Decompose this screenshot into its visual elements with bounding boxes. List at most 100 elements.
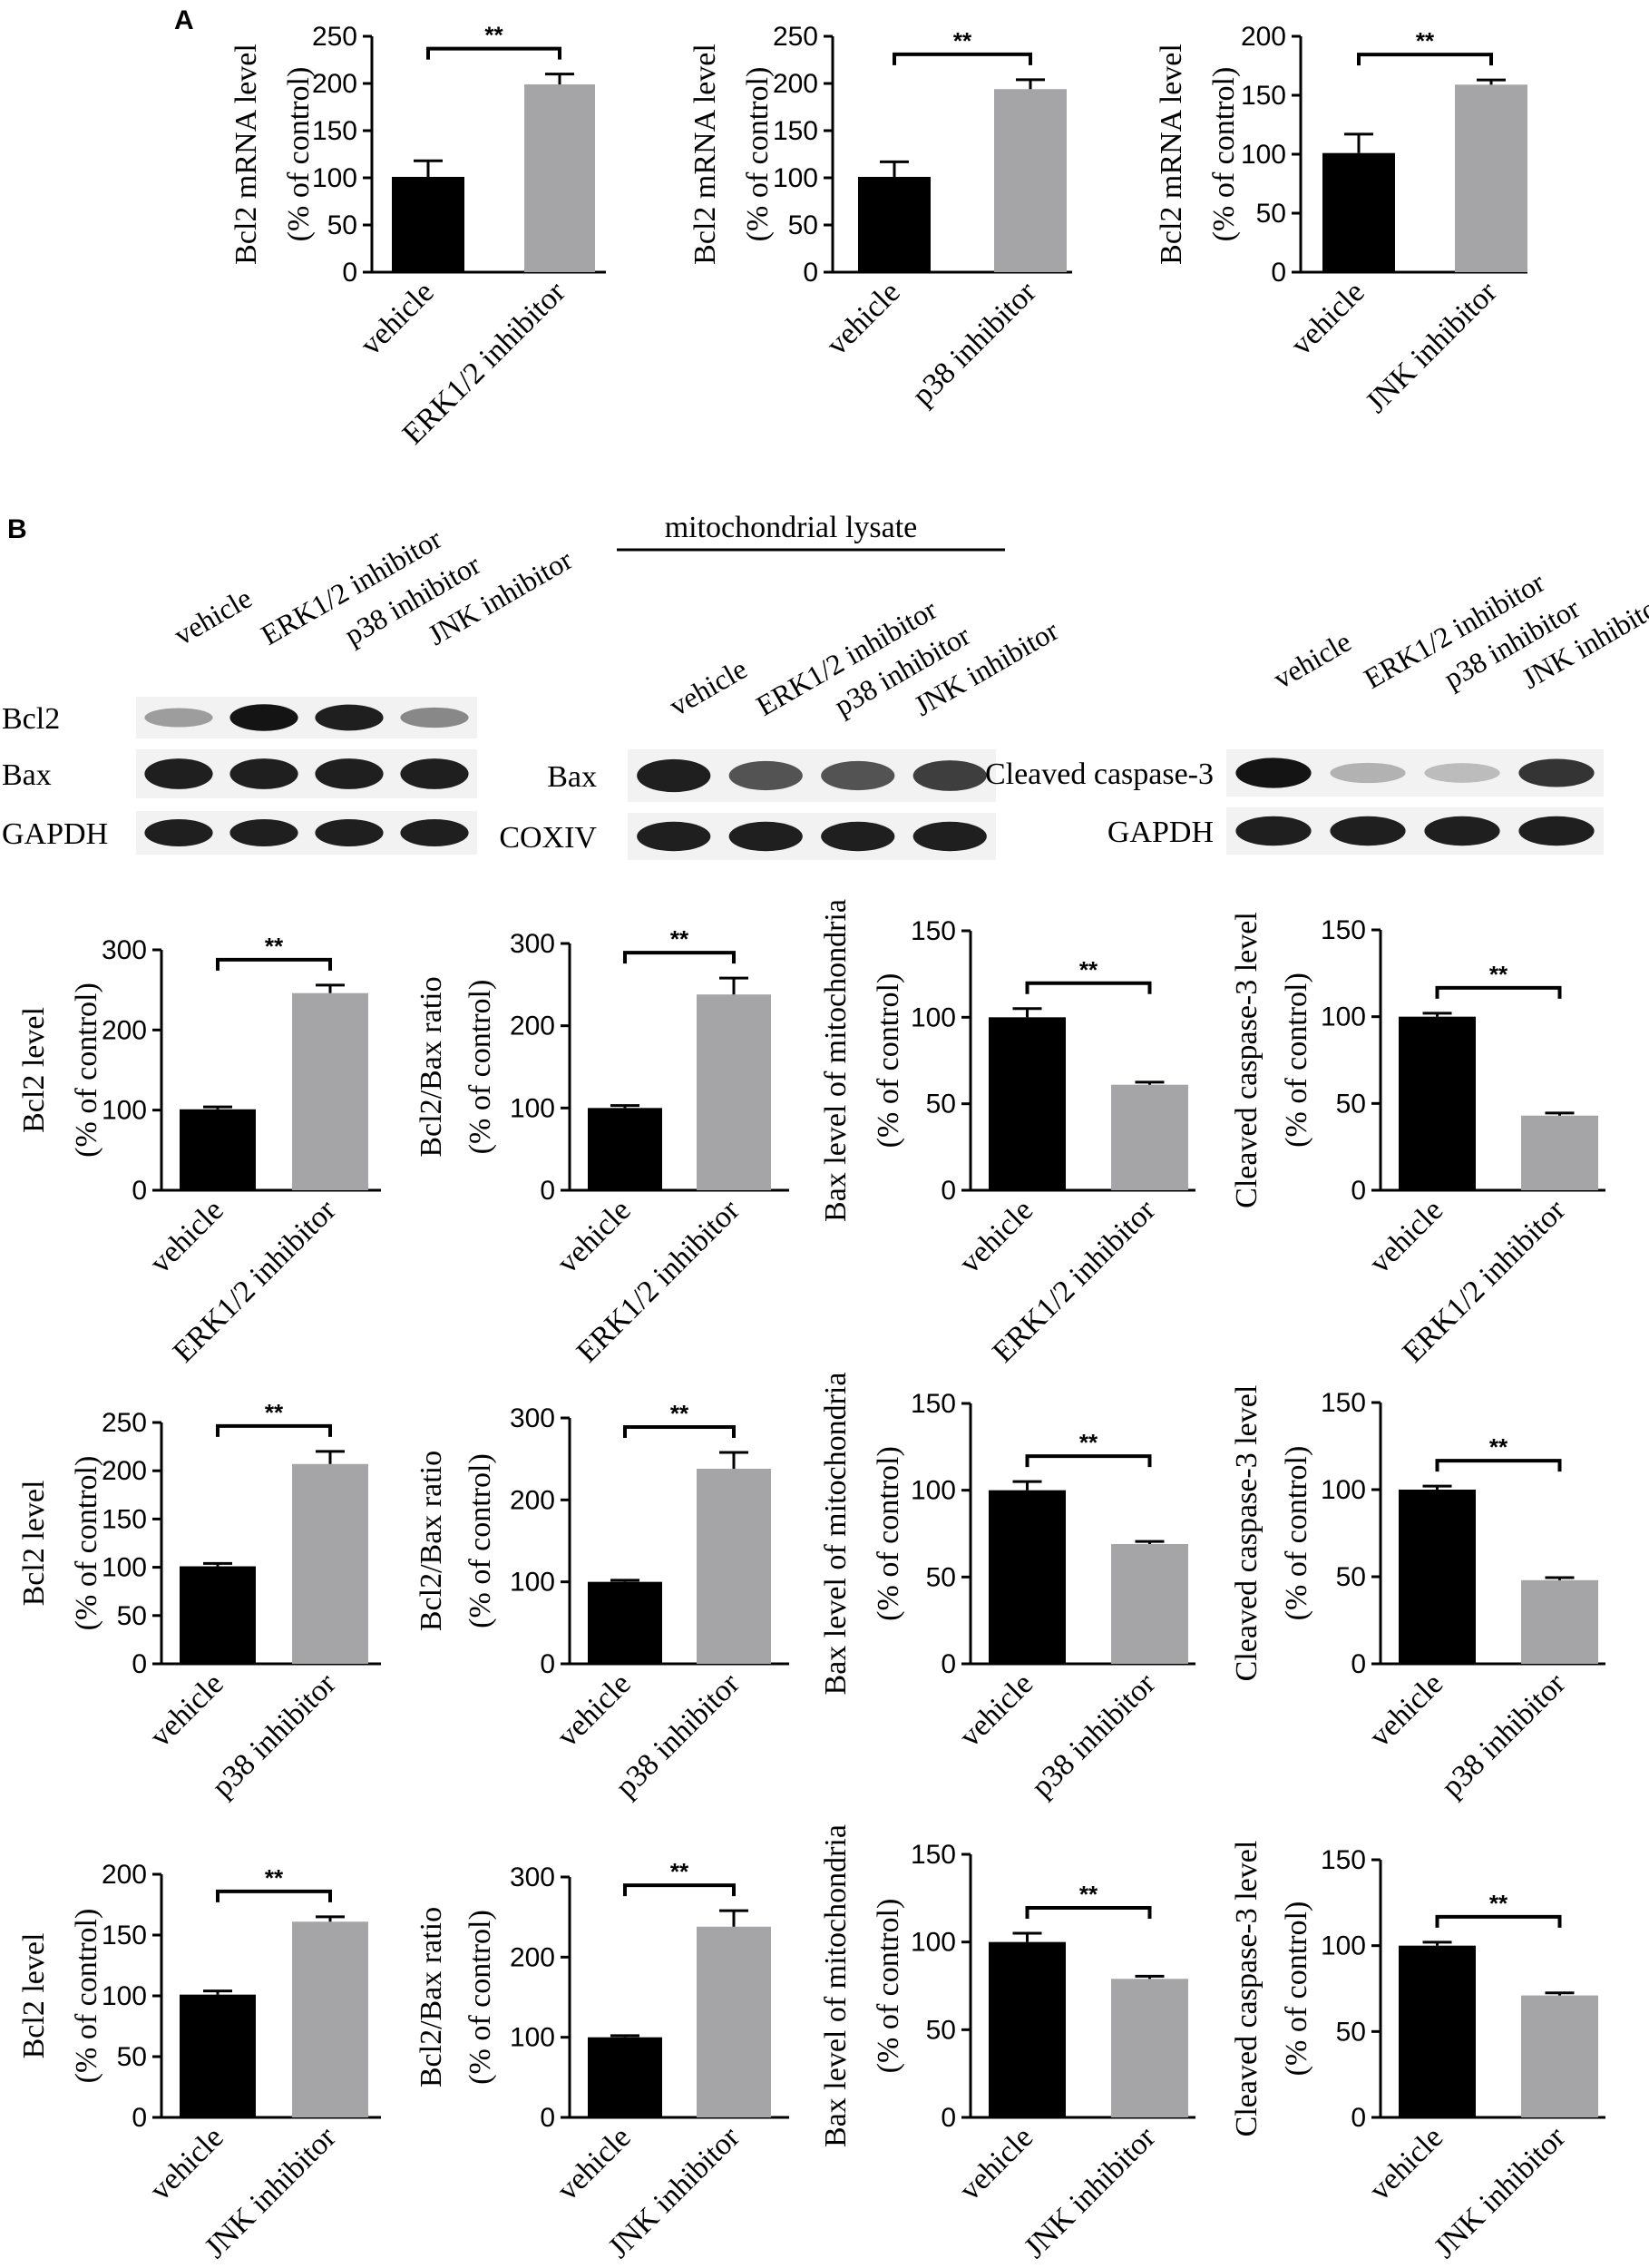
blot-band — [912, 760, 987, 791]
chart-9: 0 100 200 300 Bcl2/Bax ratio (% of control) ve… — [415, 1400, 789, 1804]
y-tick-label: 150 — [1321, 1845, 1366, 1875]
y-axis-label: Cleaved caspase-3 level — [1230, 912, 1264, 1208]
chart-1: 0 50 100 150 200 250 Bcl2 mRNA level (% of cont… — [229, 22, 606, 451]
blot-band — [728, 760, 803, 791]
y-tick-label: 200 — [102, 1860, 147, 1890]
y-tick-label: 0 — [941, 1649, 956, 1679]
chart-2: 0 50 100 150 200 250 Bcl2 mRNA level (% of cont… — [688, 22, 1072, 413]
x-category-label: vehicle — [1363, 2120, 1450, 2207]
y-tick-label: 150 — [102, 1921, 147, 1950]
y-tick-label: 50 — [327, 210, 357, 240]
y-tick-label: 300 — [510, 929, 555, 959]
blot-band — [229, 704, 298, 731]
y-tick-label: 100 — [773, 163, 818, 193]
y-tick-label: 0 — [342, 258, 357, 288]
y-tick-label: 200 — [510, 1942, 555, 1972]
y-tick-label: 150 — [1321, 915, 1366, 945]
blot-band — [315, 818, 384, 847]
bar-vehicle — [1399, 1016, 1476, 1190]
y-tick-label: 0 — [132, 1176, 147, 1206]
blot-header: mitochondrial lysate — [665, 511, 918, 544]
x-category-label: vehicle — [354, 275, 441, 362]
chart-8: 0 50 100 150 200 250 Bcl2 level (% of control) v… — [17, 1399, 381, 1804]
significance-label: ** — [265, 1399, 284, 1426]
y-tick-label: 250 — [312, 22, 357, 52]
y-axis-label-unit: (% of control) — [872, 1899, 905, 2074]
bar-inhibitor — [1455, 84, 1527, 272]
x-category-label: p38 inhibitor — [906, 275, 1044, 413]
bar-inhibitor — [1521, 1995, 1598, 2117]
significance-label: ** — [1489, 1433, 1508, 1461]
y-tick-label: 0 — [1351, 1176, 1366, 1206]
bar-inhibitor — [697, 994, 771, 1190]
bar-inhibitor — [697, 1469, 771, 1664]
blot-band — [400, 818, 469, 847]
blot-band — [229, 818, 298, 847]
y-tick-label: 150 — [1321, 1388, 1366, 1418]
blot-row-label: COXIV — [499, 821, 597, 855]
bar-vehicle — [392, 176, 464, 272]
y-tick-label: 100 — [1321, 1931, 1366, 1961]
panel-label-b: B — [7, 514, 27, 544]
y-tick-label: 50 — [926, 1090, 956, 1119]
lane-label: vehicle — [169, 582, 258, 651]
bar-vehicle — [588, 1108, 662, 1190]
chart-3: 0 50 100 150 200 Bcl2 mRNA level (% of control… — [1155, 22, 1527, 420]
y-tick-label: 150 — [1241, 81, 1286, 111]
blot-band — [315, 758, 384, 789]
significance-label: ** — [484, 22, 503, 49]
y-tick-label: 50 — [926, 2015, 956, 2045]
blot-band — [1330, 816, 1406, 846]
x-category-label: vehicle — [551, 2120, 638, 2207]
blot-band — [821, 821, 895, 852]
blot-band — [637, 821, 711, 852]
y-tick-label: 100 — [510, 2023, 555, 2053]
y-tick-label: 0 — [1351, 1649, 1366, 1679]
chart-6: 0 50 100 150 Bax level of mitochondria (% of … — [819, 899, 1195, 1369]
y-axis-label-unit: (% of control) — [463, 980, 497, 1155]
y-axis-label: Bax level of mitochondria — [819, 1824, 853, 2147]
significance-bracket — [1435, 985, 1562, 999]
chart-11: 0 50 100 150 Cleaved caspase-3 level (% of co… — [1230, 1385, 1605, 1804]
y-axis-label: Bax level of mitochondria — [819, 1373, 853, 1696]
chart-14: 0 50 100 150 Bax level of mitochondria (% of … — [819, 1824, 1195, 2265]
y-axis-label-unit: (% of control) — [741, 67, 775, 242]
y-axis-label-unit: (% of control) — [872, 973, 905, 1149]
x-category-label: vehicle — [1363, 1193, 1450, 1280]
significance-label: ** — [670, 1400, 689, 1427]
blot-band — [400, 758, 469, 789]
x-category-label: vehicle — [953, 2120, 1040, 2207]
blot-band — [1330, 762, 1406, 784]
bar-vehicle — [989, 1490, 1066, 1664]
y-tick-label: 0 — [1271, 258, 1286, 288]
y-tick-label: 50 — [1256, 199, 1286, 229]
bar-vehicle — [1322, 152, 1395, 272]
chart-15: 0 50 100 150 Cleaved caspase-3 level (% of co… — [1230, 1841, 1605, 2265]
y-axis-label-unit: (% of control) — [463, 1910, 497, 2085]
y-tick-label: 100 — [911, 1002, 956, 1032]
y-axis-label-unit: (% of control) — [70, 982, 103, 1158]
blot-row-label: Bax — [547, 760, 597, 794]
x-category-label: vehicle — [1284, 275, 1371, 362]
y-axis-label-unit: (% of control) — [282, 67, 316, 242]
bar-vehicle — [989, 1017, 1066, 1190]
bar-vehicle — [1399, 1945, 1476, 2117]
y-tick-label: 0 — [540, 1176, 555, 1206]
chart-7: 0 50 100 150 Cleaved caspase-3 level (% of co… — [1230, 912, 1605, 1369]
significance-bracket — [623, 1424, 736, 1438]
blot-band — [144, 818, 213, 847]
blot-band — [1518, 816, 1595, 846]
y-tick-label: 50 — [117, 2042, 147, 2072]
significance-label: ** — [1079, 1429, 1098, 1456]
chart-10: 0 50 100 150 Bax level of mitochondria (% of … — [819, 1373, 1195, 1804]
bar-vehicle — [858, 176, 931, 272]
bar-inhibitor — [1111, 1979, 1188, 2117]
blot-band — [315, 704, 384, 731]
bar-vehicle — [588, 2037, 662, 2117]
y-axis-label: Bcl2/Bax ratio — [415, 976, 448, 1157]
y-tick-label: 150 — [312, 116, 357, 146]
y-tick-label: 100 — [312, 163, 357, 193]
bar-inhibitor — [292, 992, 368, 1190]
